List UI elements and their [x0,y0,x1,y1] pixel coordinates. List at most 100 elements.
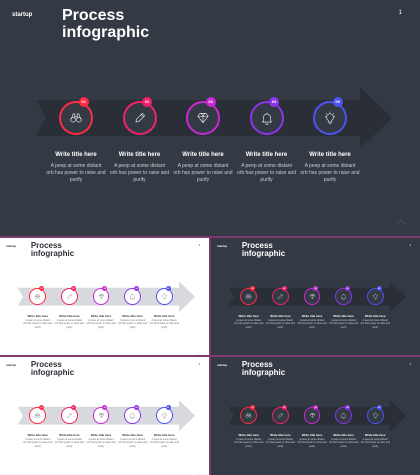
step-description-line: purify [245,444,252,448]
step-number-badge: 01 [39,405,45,411]
step-title: Write title here [27,432,49,437]
step-title: Write title here [301,432,323,437]
step-description-line: orb has power to raise and [300,169,360,176]
page-title-line-1: Process [62,7,125,24]
binoculars-icon [69,111,83,125]
step-description-line: A peep at some distant [304,163,356,169]
step-description-line: orb has power to raise and [54,441,85,445]
step-title: Write title here [55,152,97,158]
step-description-line: A peep at some distant [151,319,177,323]
step-circle[interactable] [240,288,258,306]
step-circle[interactable] [155,288,173,306]
step-number-badge: 02 [142,96,153,107]
step-description: A peep at some distant orb has power to r… [237,163,297,183]
step-description-line: orb has power to raise and [173,169,233,176]
step-circle[interactable] [29,407,47,425]
page-title-line-2: infographic [30,249,75,259]
step-circle[interactable] [335,407,353,425]
step-circle[interactable] [313,101,347,135]
step-title: Write title here [118,152,161,158]
binoculars-icon [245,412,252,419]
step-circle[interactable] [124,407,142,425]
step-description-line: orb has power to raise and [23,322,53,326]
step-description-line: A peep at some distant [241,163,292,169]
bell-icon [260,111,274,125]
step-title: Write title here [59,313,80,318]
step-number-badge: 03 [313,405,319,411]
step-number-badge: 03 [102,405,108,411]
step-title: Write title here [301,313,323,318]
step-circle[interactable] [60,407,78,425]
step-title: Write title here [153,432,175,437]
page-title-line-1: Process [241,240,273,250]
binoculars-icon [34,412,41,419]
step-description-line: purify [97,325,105,329]
chevron-up-icon [197,464,202,475]
step-description-line: orb has power to raise and [117,322,148,326]
step-description-line: purify [129,325,136,329]
pencil-icon [133,111,147,125]
step-number-badge: 02 [281,405,287,411]
step-title: Write title here [364,313,386,318]
thumbnail-slide-dark-1[interactable]: startup Process infographic 1 01 Write title… [211,238,420,355]
step-description-line: purify [97,444,105,448]
step-description-line: purify [66,444,73,448]
step-title: Write title here [122,432,143,437]
step-title: Write title here [122,313,143,318]
step-description: A peep at some distant orb has power to r… [265,319,295,329]
step-description-line: A peep at some distant [236,319,262,323]
step-circle[interactable] [60,288,78,306]
step-number-badge: 04 [344,405,350,411]
bell-icon [129,293,136,301]
step-circle[interactable] [366,288,384,306]
lightbulb-icon [372,293,379,300]
step-description-line: A peep at some distant [299,319,325,323]
step-circle[interactable] [271,407,289,425]
step-circle[interactable] [186,101,220,135]
page-title: Process infographic [242,360,285,378]
thumbnail-slide-light-2[interactable]: startup Process infographic 1 01 Write title… [0,357,209,475]
thumbnail-slide-light-1[interactable]: startup Process infographic 1 01 Write title… [0,238,209,355]
step-number-badge: 05 [165,405,171,411]
chevron-up-icon [396,214,406,225]
page-title: Process infographic [241,240,285,259]
step-description-line: orb has power to raise and [109,169,170,176]
main-slide[interactable]: startup Process infographic 1 01 Write title… [0,0,420,236]
step-circle[interactable] [155,407,173,425]
step-description-line: A peep at some distant [50,163,102,169]
step-title: Write title here [333,432,354,437]
step-circle[interactable] [59,101,93,135]
chevron-up-icon [408,464,413,475]
step-description-line: A peep at some distant [362,438,388,442]
step-circle[interactable] [29,288,47,306]
step-circle[interactable] [124,288,142,306]
step-number-badge: 04 [269,96,280,107]
step-description-line: orb has power to raise and [86,322,116,326]
page-number: 1 [409,242,412,247]
step-description-line: purify [372,325,379,329]
step-description-line: A peep at some distant [56,438,82,442]
step-circle[interactable] [240,407,258,425]
step-number-badge: 02 [70,286,76,292]
step-description-line: orb has power to raise and [234,441,264,445]
step-description-line: purify [161,325,168,329]
step-description-line: orb has power to raise and [297,441,327,445]
step-description: A peep at some distant orb has power to r… [54,438,84,448]
step-description-line: purify [161,444,168,448]
step-circle[interactable] [335,288,353,306]
thumbnail-slide-dark-2[interactable]: startup Process infographic 1 01 Write title… [211,357,420,475]
step-description: A peep at some distant orb has power to r… [234,319,264,329]
step-title: Write title here [238,313,260,318]
step-circle[interactable] [122,101,157,135]
step-description: A peep at some distant orb has power to r… [360,319,390,329]
brand-label: startup [5,362,17,367]
step-description: A peep at some distant orb has power to r… [149,438,179,448]
step-description-line: A peep at some distant [88,319,114,323]
step-description: A peep at some distant orb has power to r… [23,438,53,448]
step-circle[interactable] [271,288,289,306]
binoculars-icon [34,293,41,300]
step-description-line: purify [372,444,379,448]
step-circle[interactable] [366,407,384,425]
step-circle[interactable] [249,101,284,135]
bell-icon [340,412,347,420]
